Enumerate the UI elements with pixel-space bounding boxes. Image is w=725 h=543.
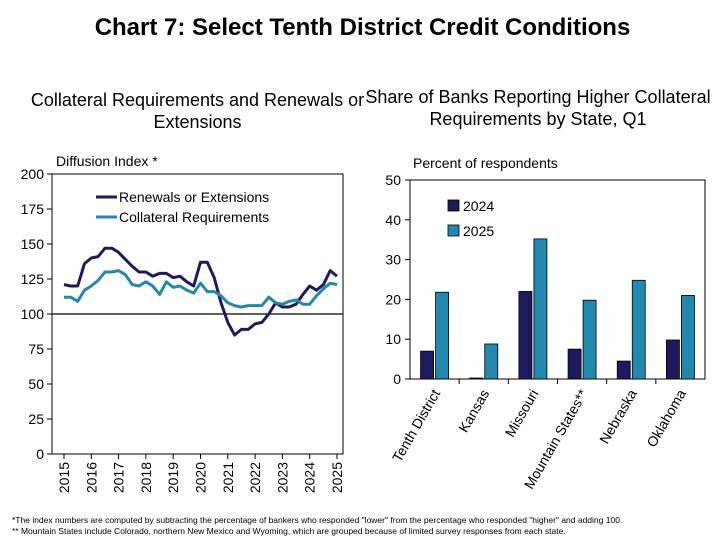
- line-y-tick-label: 75: [28, 341, 44, 357]
- bar-x-tick-label: Tenth District: [389, 386, 443, 464]
- bar-2024-mountain-states-: [567, 348, 582, 380]
- bar-legend-label: 2025: [463, 223, 494, 239]
- bar-2024-kansas: [469, 377, 484, 380]
- bar-y-tick-label: 20: [385, 291, 401, 307]
- bar-y-tick-label: 10: [385, 331, 401, 347]
- line-x-tick-label: 2015: [56, 462, 72, 493]
- line-y-tick-label: 0: [36, 446, 44, 462]
- line-x-tick-label: 2020: [193, 462, 209, 493]
- footnote-index: *The index numbers are computed by subtr…: [12, 515, 623, 525]
- bar-2024-nebraska: [616, 360, 631, 380]
- bar-y-tick-label: 50: [385, 172, 401, 188]
- line-legend-label: Renewals or Extensions: [119, 189, 269, 205]
- bar-2025-kansas: [484, 343, 499, 380]
- line-x-tick-label: 2016: [83, 462, 99, 493]
- series-line-renewals-or-extensions: [63, 246, 338, 337]
- line-y-tick-label: 100: [21, 306, 45, 322]
- bar-y-tick-label: 30: [385, 252, 401, 268]
- bar-2025-nebraska: [631, 279, 646, 380]
- bar-legend-swatch: [447, 224, 460, 237]
- series-line-collateral-requirements: [64, 269, 338, 309]
- line-y-tick-label: 25: [28, 411, 44, 427]
- line-x-tick-label: 2025: [329, 462, 345, 493]
- line-x-tick-label: 2021: [220, 462, 236, 493]
- bar-x-tick-label: Missouri: [502, 387, 542, 440]
- line-x-tick-label: 2017: [111, 462, 127, 493]
- line-y-tick-label: 50: [28, 376, 44, 392]
- line-y-axis-label: Diffusion Index *: [56, 153, 158, 169]
- page-title: Chart 7: Select Tenth District Credit Co…: [94, 14, 631, 41]
- line-y-tick-label: 150: [21, 236, 45, 252]
- bar-x-tick-label: Nebraska: [596, 386, 640, 446]
- line-legend-label: Collateral Requirements: [119, 209, 269, 225]
- bar-2024-tenth-district: [420, 350, 434, 380]
- bar-2025-oklahoma: [681, 295, 695, 380]
- bar-2025-missouri: [533, 238, 548, 380]
- bar-2024-missouri: [518, 291, 533, 380]
- right-chart-title: Share of Banks Reporting Higher Collater…: [365, 87, 711, 129]
- line-x-tick-label: 2024: [302, 462, 318, 493]
- line-x-tick-label: 2018: [138, 462, 154, 493]
- bar-y-axis-label: Percent of respondents: [413, 155, 558, 171]
- bar-legend-label: 2024: [463, 198, 494, 214]
- line-x-tick-label: 2022: [247, 462, 263, 493]
- line-x-tick-label: 2019: [165, 462, 181, 493]
- left-chart-title: Collateral Requirements and Renewals or …: [30, 90, 365, 132]
- bar-x-tick-label: Oklahoma: [643, 386, 689, 449]
- footnote-mountain-states: ** Mountain States include Colorado, nor…: [12, 526, 566, 536]
- bar-legend-swatch: [447, 199, 460, 212]
- bar-y-tick-label: 0: [393, 371, 401, 387]
- line-y-tick-label: 125: [21, 271, 45, 287]
- line-y-tick-label: 200: [21, 166, 45, 182]
- bar-2025-mountain-states-: [582, 299, 597, 380]
- bar-2024-oklahoma: [666, 339, 680, 380]
- line-y-tick-label: 175: [21, 201, 45, 217]
- bar-y-tick-label: 40: [385, 212, 401, 228]
- line-x-tick-label: 2023: [274, 462, 290, 493]
- bar-2025-tenth-district: [435, 291, 449, 380]
- bar-x-tick-label: Kansas: [455, 387, 492, 435]
